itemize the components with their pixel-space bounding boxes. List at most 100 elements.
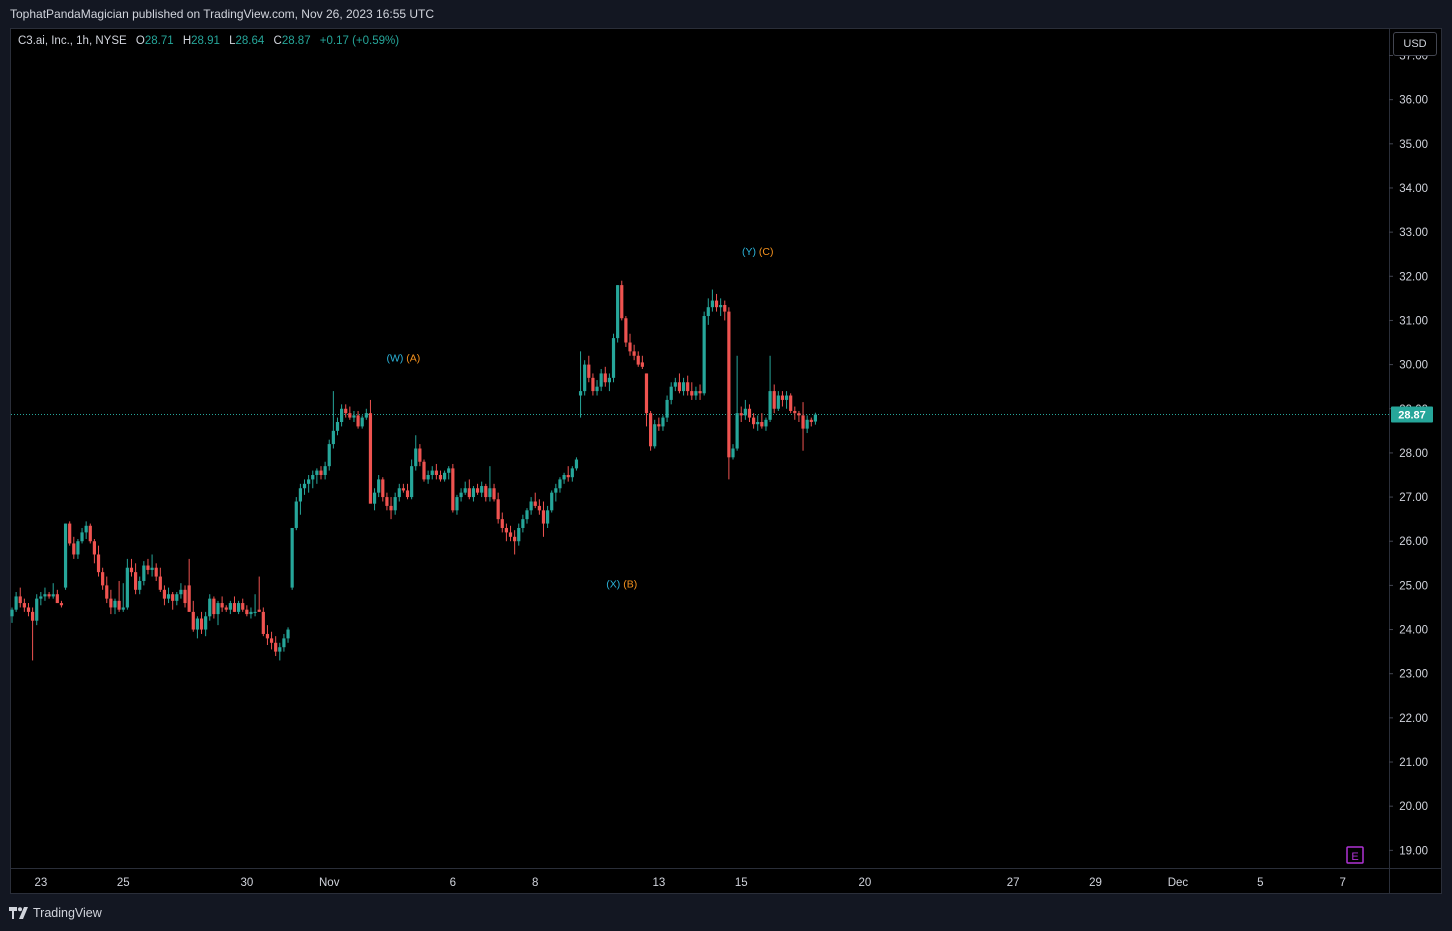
candle-body bbox=[261, 611, 265, 634]
candle-body bbox=[249, 611, 253, 615]
candle-body bbox=[18, 596, 22, 604]
candle-body bbox=[327, 444, 331, 467]
candle-body bbox=[187, 585, 191, 612]
wave-label-part: (W) bbox=[386, 353, 403, 365]
price-axis[interactable]: 19.00 20.00 21.00 22.00 23.00 24.00 25.00 26.00… bbox=[1389, 50, 1428, 857]
candle-body bbox=[562, 474, 566, 480]
candle-body bbox=[776, 395, 780, 409]
candle-body bbox=[702, 316, 706, 394]
candle-body bbox=[389, 505, 393, 511]
currency-button[interactable]: USD bbox=[1393, 32, 1437, 56]
price-tick-label: 35.00 bbox=[1399, 139, 1428, 151]
candle-body bbox=[657, 424, 661, 427]
candle-body bbox=[484, 486, 488, 498]
candle-body bbox=[414, 448, 418, 467]
candle-body bbox=[784, 395, 789, 400]
candle-body bbox=[537, 505, 541, 511]
candle-body bbox=[340, 408, 344, 423]
candle-body bbox=[220, 603, 224, 608]
time-tick-label: 13 bbox=[652, 877, 665, 889]
candle-body bbox=[323, 466, 327, 475]
candle-body bbox=[208, 598, 212, 617]
price-tick-label: 22.00 bbox=[1399, 713, 1428, 725]
candle-body bbox=[422, 461, 426, 480]
current-price-tag: 28.87 bbox=[1391, 406, 1433, 423]
candle-body bbox=[269, 638, 274, 643]
candle-body bbox=[480, 486, 484, 493]
candles bbox=[10, 280, 817, 661]
candle-body bbox=[714, 300, 719, 308]
price-tick-label: 33.00 bbox=[1399, 227, 1428, 239]
candle-body bbox=[430, 470, 434, 475]
candle-body bbox=[793, 410, 797, 414]
candle-body bbox=[393, 497, 397, 511]
candle-body bbox=[636, 355, 640, 365]
candle-body bbox=[587, 364, 591, 378]
candle-body bbox=[381, 479, 385, 498]
candle-body bbox=[789, 395, 793, 411]
candle-body bbox=[302, 483, 307, 489]
high-value: 28.91 bbox=[191, 35, 220, 47]
candle-body bbox=[96, 554, 101, 573]
candle-body bbox=[521, 519, 525, 528]
candle-body bbox=[673, 382, 677, 387]
candle-body bbox=[801, 415, 805, 429]
candle-body bbox=[142, 565, 146, 581]
candle-body bbox=[681, 382, 686, 392]
candle-body bbox=[710, 300, 714, 308]
candle-body bbox=[228, 603, 232, 610]
candle-body bbox=[117, 600, 121, 610]
wave-label: (Y) (C) bbox=[742, 246, 774, 258]
wave-label-part: (A) bbox=[403, 353, 420, 365]
candle-body bbox=[533, 501, 537, 506]
tradingview-logo[interactable]: TradingView bbox=[9, 906, 102, 920]
candle-body bbox=[150, 567, 154, 570]
candle-body bbox=[204, 616, 208, 630]
candle-body bbox=[10, 609, 14, 617]
candle-body bbox=[434, 470, 438, 475]
candle-body bbox=[253, 611, 257, 613]
candle-body bbox=[331, 430, 335, 445]
wave-label: (W) (A) bbox=[386, 353, 420, 365]
candle-body bbox=[735, 413, 739, 449]
candle-body bbox=[686, 382, 690, 392]
earnings-marker-box[interactable] bbox=[1346, 846, 1364, 864]
candle-body bbox=[772, 391, 776, 409]
candle-body bbox=[546, 510, 550, 524]
earnings-marker[interactable]: E bbox=[1346, 846, 1364, 864]
candle-body bbox=[752, 417, 756, 425]
chart-pane[interactable] bbox=[10, 28, 1442, 894]
wave-label-part: (B) bbox=[620, 579, 637, 591]
candle-body bbox=[241, 603, 245, 610]
candle-body bbox=[39, 596, 43, 599]
candle-body bbox=[14, 596, 18, 610]
candle-body bbox=[191, 611, 195, 630]
candle-body bbox=[232, 603, 237, 612]
price-tick-label: 25.00 bbox=[1399, 580, 1428, 592]
candle-body bbox=[677, 382, 682, 392]
candle-body bbox=[410, 466, 414, 498]
candle-body bbox=[397, 488, 401, 498]
candle-body bbox=[158, 576, 162, 590]
symbol-legend[interactable]: C3.ai, Inc., 1h, NYSE O28.71 H28.91 L28.… bbox=[18, 35, 399, 47]
price-tick-label: 36.00 bbox=[1399, 95, 1428, 107]
candle-body bbox=[731, 448, 735, 458]
candle-body bbox=[566, 474, 570, 478]
candle-body bbox=[294, 501, 298, 528]
time-axis[interactable]: 23 25 30 Nov 6 8 13 15 20 27 29 Dec 5 7 bbox=[34, 877, 1346, 889]
price-tick-label: 30.00 bbox=[1399, 360, 1428, 372]
candle-body bbox=[743, 408, 747, 416]
candle-body bbox=[706, 307, 710, 317]
open-label: O bbox=[135, 35, 145, 47]
candle-body bbox=[747, 408, 752, 418]
candle-body bbox=[274, 642, 278, 652]
candle-body bbox=[760, 422, 764, 427]
candle-body bbox=[257, 609, 261, 612]
candle-body bbox=[809, 419, 813, 423]
candle-body bbox=[583, 364, 587, 392]
candle-body bbox=[525, 510, 529, 520]
candle-body bbox=[88, 525, 92, 542]
time-tick-label: 23 bbox=[34, 877, 47, 889]
candle-body bbox=[492, 488, 496, 500]
